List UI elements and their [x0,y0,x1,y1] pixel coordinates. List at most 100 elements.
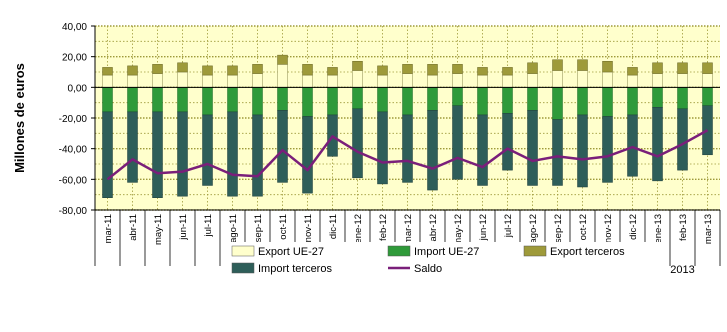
bar-export-terceros [502,67,513,76]
bar-import-ue27 [602,87,613,117]
bar-import-terceros [302,116,313,194]
bar-import-terceros [477,114,488,186]
bar-import-terceros [577,114,588,188]
bar-export-ue27 [677,73,688,88]
bar-export-ue27 [427,74,438,88]
bar-export-ue27 [127,74,138,88]
bar-import-ue27 [102,87,113,113]
bar-import-ue27 [652,87,663,108]
bar-export-terceros [527,62,538,74]
bar-import-terceros [277,110,288,183]
legend-swatch [231,245,255,257]
bar-import-terceros [652,107,663,182]
bar-import-ue27 [252,87,263,116]
bar-import-ue27 [152,87,163,113]
x-tick-label: may-12 [453,214,464,246]
x-tick-label: mar-12 [403,214,414,244]
bar-export-ue27 [227,74,238,88]
bar-export-terceros [602,61,613,73]
bar-export-ue27 [627,74,638,88]
bar-import-terceros [627,114,638,177]
y-tick-label: 20,00 [62,53,87,64]
bar-export-terceros [402,64,413,74]
x-tick-label: jun-11 [178,214,189,241]
bar-import-ue27 [277,87,288,111]
legend-swatch [231,262,255,274]
x-tick-label: feb-12 [378,214,389,241]
bar-import-ue27 [302,87,313,117]
bar-import-ue27 [402,87,413,116]
legend-label: Export terceros [550,246,625,258]
bar-export-terceros [227,65,238,76]
x-tick-label: nov-12 [603,214,614,243]
axes [91,25,721,266]
bar-export-terceros [677,62,688,74]
x-tick-label: oct-12 [578,214,589,240]
y-tick-label: -80,00 [59,206,88,217]
bar-import-terceros [602,116,613,183]
saldo-line-path [106,129,709,181]
bar-export-terceros [202,65,213,76]
bar-import-ue27 [627,87,638,116]
x-tick-label: mar-11 [103,214,114,243]
x-tick-label: nov-11 [303,214,314,242]
bar-import-ue27 [452,87,463,106]
bar-export-ue27 [477,74,488,88]
bar-import-terceros [677,108,688,171]
x-tick-label: jul-12 [503,214,514,238]
bar-import-ue27 [202,87,213,116]
legend-box [228,242,668,278]
bar-export-terceros [552,59,563,71]
bar-export-ue27 [377,74,388,88]
year-label: 2013 [670,264,694,276]
legend-swatch [387,245,411,257]
bar-import-terceros [227,111,238,197]
bar-export-terceros [477,67,488,76]
legend-label: Export UE-27 [258,246,324,258]
x-tick-label: ene-12 [353,214,364,244]
bars [102,54,713,198]
x-tick-label: abr-11 [128,214,139,241]
x-tick-label: sep-12 [553,214,564,243]
bar-import-terceros [177,111,188,197]
bar-export-terceros [577,59,588,71]
bar-import-ue27 [427,87,438,111]
x-tick-label: ago-12 [528,214,539,244]
x-tick-label: jul-11 [203,214,214,238]
bar-export-ue27 [702,73,713,88]
x-tick-label: sep-11 [253,214,264,242]
bar-import-ue27 [327,87,338,116]
legend-label: Import UE-27 [414,246,479,258]
bar-import-ue27 [552,87,563,120]
y-tick-label: 0,00 [68,83,88,94]
bar-export-ue27 [552,70,563,88]
bar-export-ue27 [527,73,538,88]
bar-export-terceros [427,64,438,76]
bar-export-ue27 [327,74,338,88]
bar-import-ue27 [227,87,238,113]
bar-import-ue27 [577,87,588,116]
x-tick-label: dic-11 [328,214,339,239]
bar-import-ue27 [377,87,388,113]
bar-import-terceros [427,110,438,191]
bar-export-terceros [652,62,663,74]
x-tick-labels: mar-11 abr-11 may-11 jun-11 jul-11 ago-11 sep-… [103,214,714,246]
x-tick-label: mar-13 [703,214,714,244]
bar-import-ue27 [127,87,138,113]
bar-import-terceros [352,108,363,179]
bar-import-ue27 [177,87,188,113]
y-tick-label: 40,00 [62,22,87,33]
bar-import-terceros [402,114,413,183]
x-tick-label: may-11 [153,214,164,245]
bar-import-ue27 [502,87,513,114]
bar-export-ue27 [352,70,363,88]
bar-import-terceros [502,113,513,171]
bar-export-terceros [377,65,388,76]
legend: Export UE-27 Import UE-27 Export terceros I… [228,242,668,278]
bar-export-terceros [277,54,288,65]
bar-export-ue27 [202,74,213,88]
bar-export-terceros [327,67,338,76]
saldo-line [106,129,709,181]
bar-export-terceros [152,64,163,74]
bar-import-terceros [152,111,163,198]
